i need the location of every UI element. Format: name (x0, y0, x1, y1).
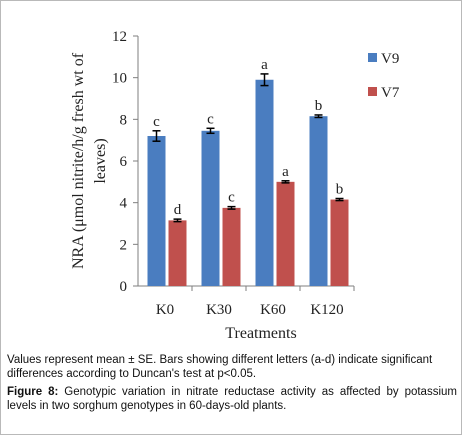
significance-letter: b (336, 182, 344, 198)
x-tick-label: K60 (260, 302, 286, 318)
y-tick-label: 10 (112, 71, 127, 87)
y-axis-title-line1: NRA (μmol nitrite/h/g fresh wt of (70, 52, 87, 269)
significance-letter: c (153, 114, 160, 130)
x-axis-title: Treatments (225, 325, 296, 342)
bar-v9 (309, 116, 328, 286)
y-tick-label: 6 (120, 154, 128, 170)
y-tick-label: 4 (120, 196, 128, 212)
bar-chart: 0 2 4 6 8 10 12 K0 c d K30 c c K60 a a K120 b b Treatments N… (70, 29, 400, 342)
bar-v7 (222, 207, 241, 286)
y-tick-label: 12 (112, 29, 127, 45)
y-tick-label: 8 (120, 112, 128, 128)
bar-v7 (276, 181, 295, 286)
legend-label-v7: V7 (381, 85, 400, 101)
bar-v9 (201, 130, 220, 286)
y-axis-title: NRA (μmol nitrite/h/g fresh wt of leaves) (70, 52, 109, 269)
bar-v7 (330, 199, 349, 286)
bar-v9 (255, 79, 274, 286)
y-tick-label: 2 (120, 237, 128, 253)
significance-letter: a (282, 164, 289, 180)
x-tick-label: K0 (156, 302, 174, 318)
significance-letter: a (261, 57, 268, 73)
caption-label: Figure 8: (7, 386, 59, 398)
x-tick-label: K30 (206, 302, 232, 318)
y-tick-label: 0 (120, 279, 128, 295)
significance-letter: c (228, 190, 235, 206)
significance-letter: d (174, 202, 182, 218)
figure-note: Values represent mean ± SE. Bars showing… (7, 354, 433, 380)
significance-letter: b (315, 98, 323, 114)
legend-swatch-v7 (368, 87, 377, 96)
caption-text: Genotypic variation in nitrate reductase… (7, 386, 457, 412)
y-axis-title-line2: leaves) (92, 138, 109, 183)
significance-letter: c (207, 111, 214, 127)
legend-swatch-v9 (368, 53, 377, 62)
bar-v7 (168, 220, 187, 286)
legend-label-v9: V9 (381, 51, 399, 67)
x-tick-label: K120 (310, 302, 343, 318)
bar-v9 (147, 136, 166, 286)
figure-caption: Figure 8: Genotypic variation in nitrate… (7, 385, 457, 413)
